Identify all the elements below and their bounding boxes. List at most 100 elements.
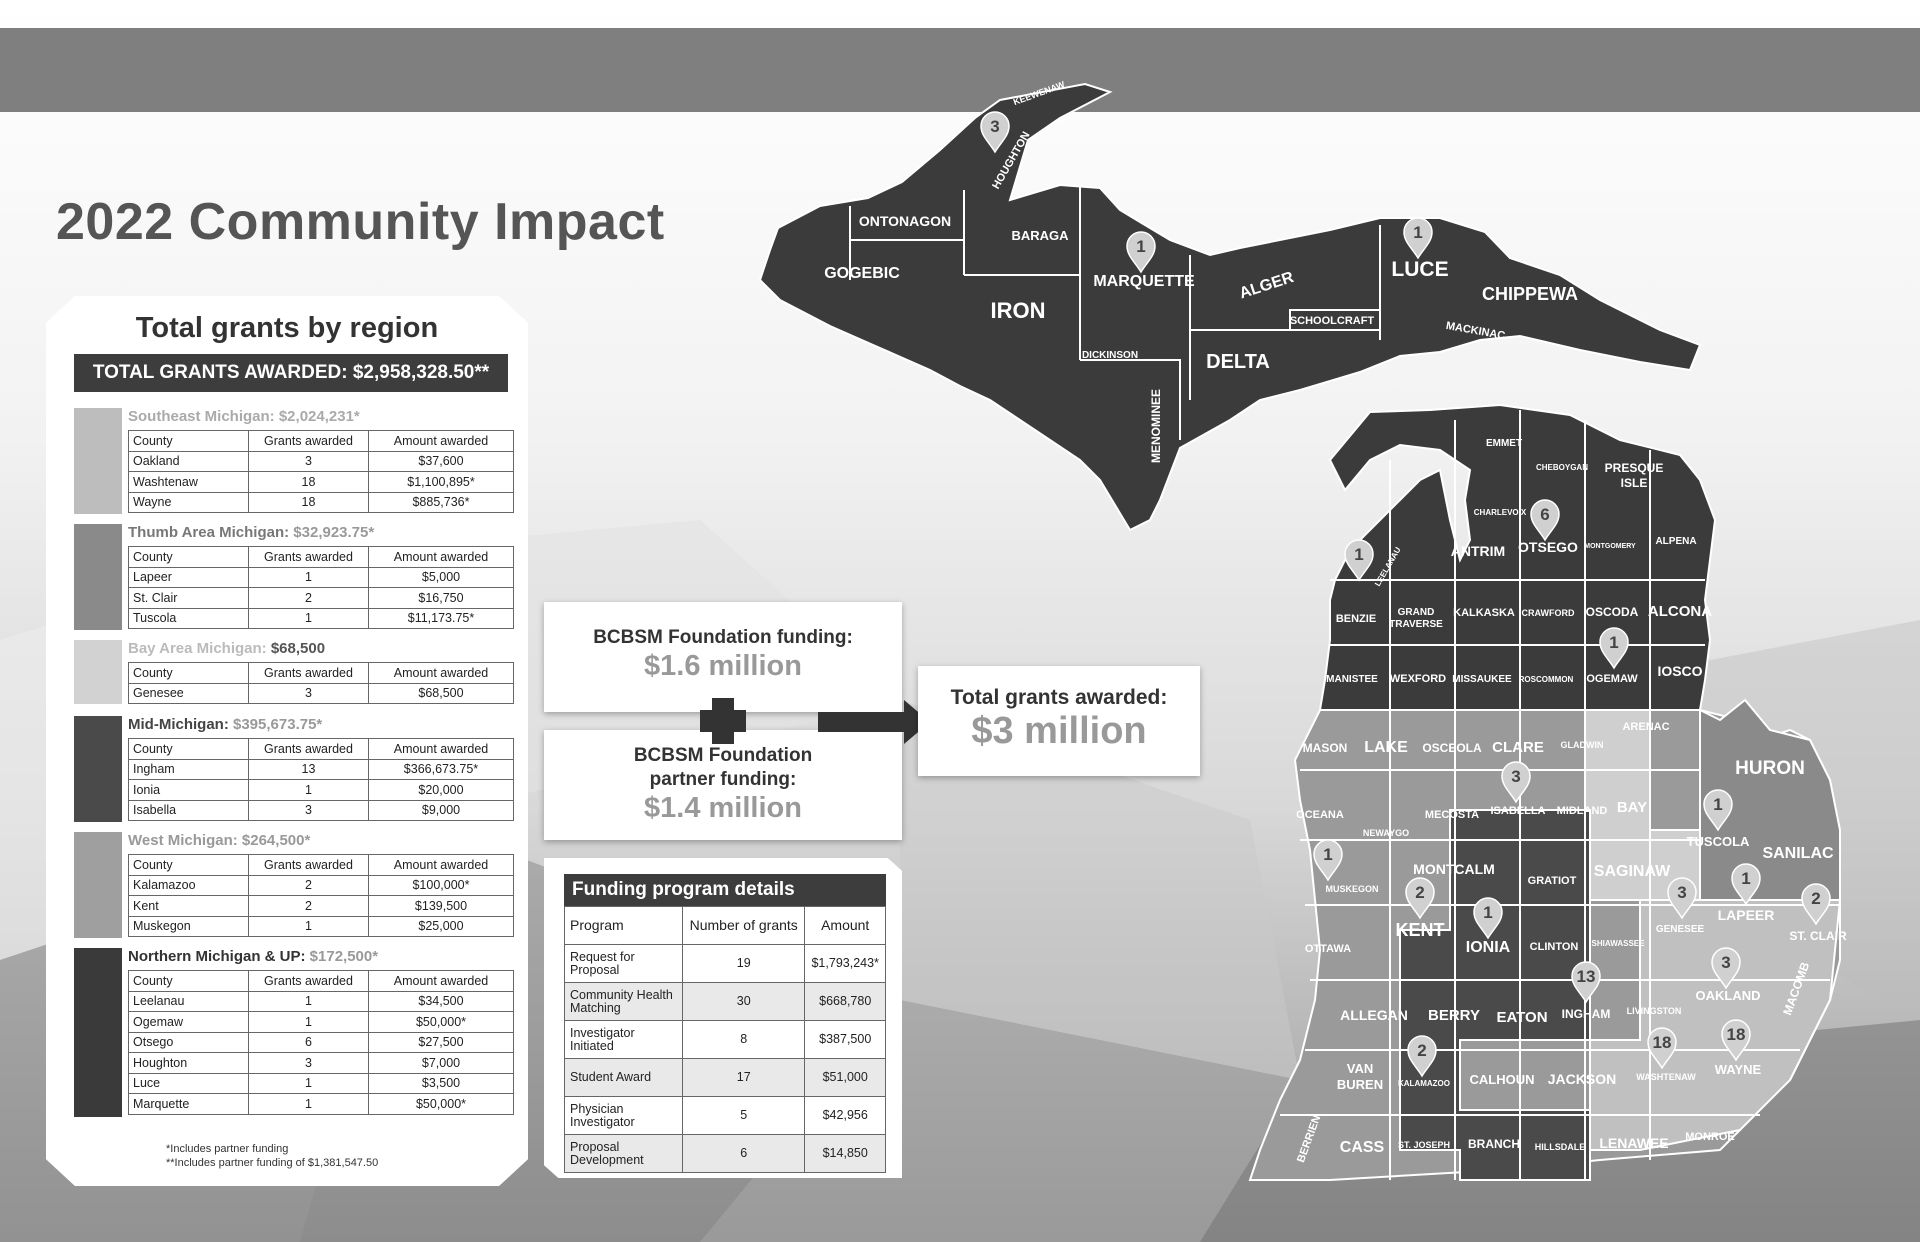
region-name: Bay Area Michigan: [128, 640, 271, 657]
column-header: County [128, 662, 249, 684]
county-label: ST. JOSEPH [1398, 1140, 1450, 1150]
footnotes: *Includes partner funding **Includes par… [166, 1142, 378, 1170]
region-grants-table: County Grants awarded Amount awarded Kalama… [128, 854, 514, 937]
county-label: CHIPPEWA [1482, 284, 1578, 304]
county-label: OCEANA [1296, 809, 1344, 821]
region-grants-table: County Grants awarded Amount awarded Genese… [128, 662, 514, 704]
foundation-funding-value: $1.6 million [644, 650, 802, 682]
region-heading: Southeast Michigan: $2,024,231* [128, 408, 360, 425]
total-grants-value: $3 million [971, 710, 1147, 752]
table-cell: Washtenaw [128, 471, 249, 493]
table-row: Wayne 18 $885,736* [128, 491, 514, 513]
county-label: MUSKEGON [1325, 884, 1378, 894]
pin-marker-shape [1403, 217, 1433, 260]
table-cell: Otsego [128, 1031, 249, 1053]
county-label: MONTGOMERY [1584, 543, 1636, 550]
county-label: OSCEOLA [1422, 741, 1482, 755]
region-name: Northern Michigan & UP: [128, 948, 310, 965]
table-row: Investigator Initiated 8 $387,500 [564, 1020, 886, 1059]
map-pin-icon: 3 [1667, 877, 1697, 920]
southeast-shape [1589, 899, 1842, 1151]
county-label: WAYNE [1715, 1062, 1762, 1077]
table-cell: 6 [681, 1134, 806, 1173]
pin-count: 1 [1483, 903, 1492, 922]
table-cell: Oakland [128, 450, 249, 472]
pin-marker-shape [1647, 1027, 1677, 1070]
map-pin-icon: 1 [1344, 539, 1374, 582]
map-pin-icon: 6 [1530, 499, 1560, 542]
table-row: Washtenaw 18 $1,100,895* [128, 471, 514, 493]
table-row: Genesee 3 $68,500 [128, 682, 514, 704]
county-label: ONTONAGON [859, 213, 951, 229]
table-cell: 8 [681, 1020, 806, 1059]
pin-marker-shape [1571, 961, 1601, 1004]
county-label: JACKSON [1548, 1071, 1616, 1087]
column-header: County [128, 970, 249, 992]
county-label: MENOMINEE [1149, 389, 1163, 463]
pin-marker-shape [1405, 877, 1435, 920]
county-label: KALAMAZOO [1398, 1079, 1450, 1088]
region-swatch [74, 640, 122, 704]
table-cell: $14,850 [804, 1134, 886, 1173]
table-row: Student Award 17 $51,000 [564, 1058, 886, 1097]
pin-marker-shape [1530, 499, 1560, 542]
region-amount: $264,500* [241, 832, 311, 849]
county-label: MARQUETTE [1093, 273, 1195, 290]
foundation-funding-box: BCBSM Foundation funding: $1.6 million [544, 602, 902, 712]
map-pin-icon: 3 [980, 111, 1010, 154]
county-label: LENAWEE [1599, 1135, 1668, 1151]
table-cell: $885,736* [368, 491, 514, 513]
county-label: ARENAC [1622, 721, 1669, 733]
table-cell: 30 [681, 982, 806, 1021]
county-label: ALPENA [1655, 536, 1696, 547]
county-label: SCHOOLCRAFT [1290, 315, 1375, 327]
total-grants-label: Total grants awarded: [950, 686, 1168, 709]
table-row: Request for Proposal 19 $1,793,243* [564, 944, 886, 983]
mid-michigan-shape [1399, 809, 1591, 1181]
county-label: LUCE [1391, 258, 1448, 281]
table-cell: $7,000 [368, 1052, 514, 1074]
county-label: ISABELLA [1491, 805, 1546, 817]
region-name: Thumb Area Michigan: [128, 524, 294, 541]
county-label: OTTAWA [1305, 943, 1351, 955]
table-row: Community Health Matching 30 $668,780 [564, 982, 886, 1021]
county-label: BRANCH [1468, 1137, 1520, 1151]
table-row: Lapeer 1 $5,000 [128, 566, 514, 588]
region-name: West Michigan: [128, 832, 242, 849]
county-label: ST. CLAIR [1789, 929, 1847, 943]
map-pin-icon: 1 [1473, 897, 1503, 940]
county-label: ALLEGAN [1340, 1007, 1408, 1023]
county-label: LIVINGSTON [1627, 1006, 1682, 1016]
county-label: BARAGA [1011, 228, 1069, 243]
table-row: Isabella 3 $9,000 [128, 799, 514, 821]
map-pin-icon: 13 [1571, 961, 1601, 1004]
map-pin-icon: 1 [1731, 863, 1761, 906]
table-cell: $68,500 [368, 682, 514, 704]
map-pin-icon: 1 [1599, 627, 1629, 670]
table-cell: Student Award [564, 1058, 683, 1097]
county-label: CRAWFORD [1522, 608, 1575, 618]
map-pin-icon: 1 [1313, 839, 1343, 882]
county-label: MONROE [1685, 1131, 1735, 1143]
county-label: OGEMAW [1586, 673, 1638, 685]
map-pin-icon: 3 [1501, 761, 1531, 804]
table-cell: $34,500 [368, 990, 514, 1012]
table-row: Kent 2 $139,500 [128, 895, 514, 917]
pin-count: 3 [1721, 953, 1730, 972]
up-county-borders [849, 185, 1381, 440]
table-cell: $387,500 [804, 1020, 886, 1059]
map-pin-icon: 18 [1647, 1027, 1677, 1070]
county-label: EMMET [1486, 438, 1522, 449]
pin-count: 1 [1413, 223, 1422, 242]
table-row: Kalamazoo 2 $100,000* [128, 874, 514, 896]
county-label: BERRY [1428, 1007, 1480, 1024]
table-cell: Investigator Initiated [564, 1020, 683, 1059]
table-row: Otsego 6 $27,500 [128, 1031, 514, 1053]
county-label: KALKASKA [1453, 607, 1515, 619]
pin-count: 1 [1713, 795, 1722, 814]
program-details-table: Program Number of grants Amount Request … [564, 906, 886, 1173]
table-cell: 1 [248, 607, 369, 629]
column-header: Amount awarded [368, 970, 514, 992]
table-cell: Wayne [128, 491, 249, 513]
region-heading: Thumb Area Michigan: $32,923.75* [128, 524, 374, 541]
